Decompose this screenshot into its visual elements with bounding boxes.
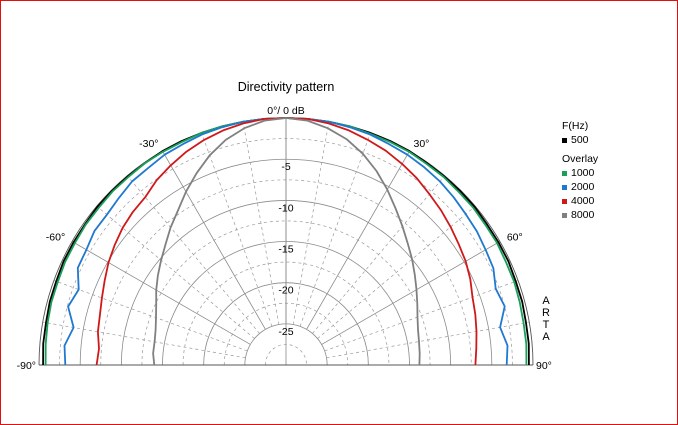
brand-letter: T (542, 319, 550, 331)
grid-spoke-minor (126, 175, 260, 334)
legend-swatch (562, 198, 567, 204)
brand-letter: R (542, 307, 550, 319)
legend-item: 4000 (562, 194, 598, 208)
legend-swatch (562, 170, 567, 176)
grid-arc-minor (141, 220, 431, 366)
angle-tick-label: 60° (507, 232, 523, 244)
grid-spoke-minor (42, 321, 246, 359)
legend-overlay-header: Overlay (562, 153, 599, 165)
grid-arc-minor (182, 261, 390, 366)
brand-letter: A (542, 295, 550, 307)
legend-label: 2000 (571, 181, 595, 193)
radial-tick-label: -25 (278, 326, 293, 338)
grid-spoke-major (321, 241, 501, 345)
legend-item: 500 (562, 133, 598, 147)
brand-letter: A (542, 331, 550, 343)
grid-spoke-minor (299, 132, 371, 327)
series-layer (42, 117, 530, 366)
series-8000 (152, 117, 421, 366)
angle-tick-label: 90° (536, 360, 552, 372)
legend-label: 8000 (571, 209, 595, 221)
grid-spoke-minor (312, 175, 446, 334)
angle-tick-label: -60° (46, 232, 65, 244)
grid-spoke-minor (53, 280, 248, 352)
grid-spoke-minor (317, 205, 476, 339)
radial-tick-label: -15 (278, 244, 293, 256)
radial-tick-label: 0°/ 0 dB (267, 105, 304, 117)
grid-spoke-minor (201, 132, 273, 327)
grid-spoke-minor (326, 321, 530, 359)
legend-swatch (562, 137, 567, 143)
legend-item: 1000 (562, 166, 598, 180)
grid-spoke-minor (96, 205, 255, 339)
grid-spoke-minor (292, 121, 330, 325)
angle-tick-label: 30° (414, 138, 430, 150)
radial-tick-label: -10 (278, 202, 293, 214)
legend-swatch (562, 184, 567, 190)
legend-label: 1000 (571, 167, 595, 179)
radial-tick-label: -20 (278, 285, 293, 297)
grid-spoke-minor (324, 280, 519, 352)
legend-item: 2000 (562, 180, 598, 194)
angle-tick-label: -30° (139, 138, 158, 150)
grid-spoke-minor (242, 121, 280, 325)
legend: F(Hz) 500 Overlay 1000 2000 4000 8000 (562, 119, 598, 222)
legend-swatch (562, 212, 567, 218)
grid-spoke-major (306, 150, 410, 330)
legend-label: 500 (571, 134, 589, 146)
legend-label: 4000 (571, 195, 595, 207)
angle-tick-label: -90° (17, 360, 36, 372)
legend-header: F(Hz) (562, 120, 589, 132)
chart-title: Directivity pattern (238, 80, 335, 94)
legend-item: 8000 (562, 208, 598, 222)
grid-spoke-major (71, 241, 251, 345)
grid-spoke-major (162, 150, 266, 330)
polar-grid (38, 117, 534, 366)
axis-labels: 0°/ 0 dB -5 -10 -15 -20 -25 -90° -60° -30° 30° 60°… (17, 105, 552, 372)
radial-tick-label: -5 (281, 161, 290, 173)
